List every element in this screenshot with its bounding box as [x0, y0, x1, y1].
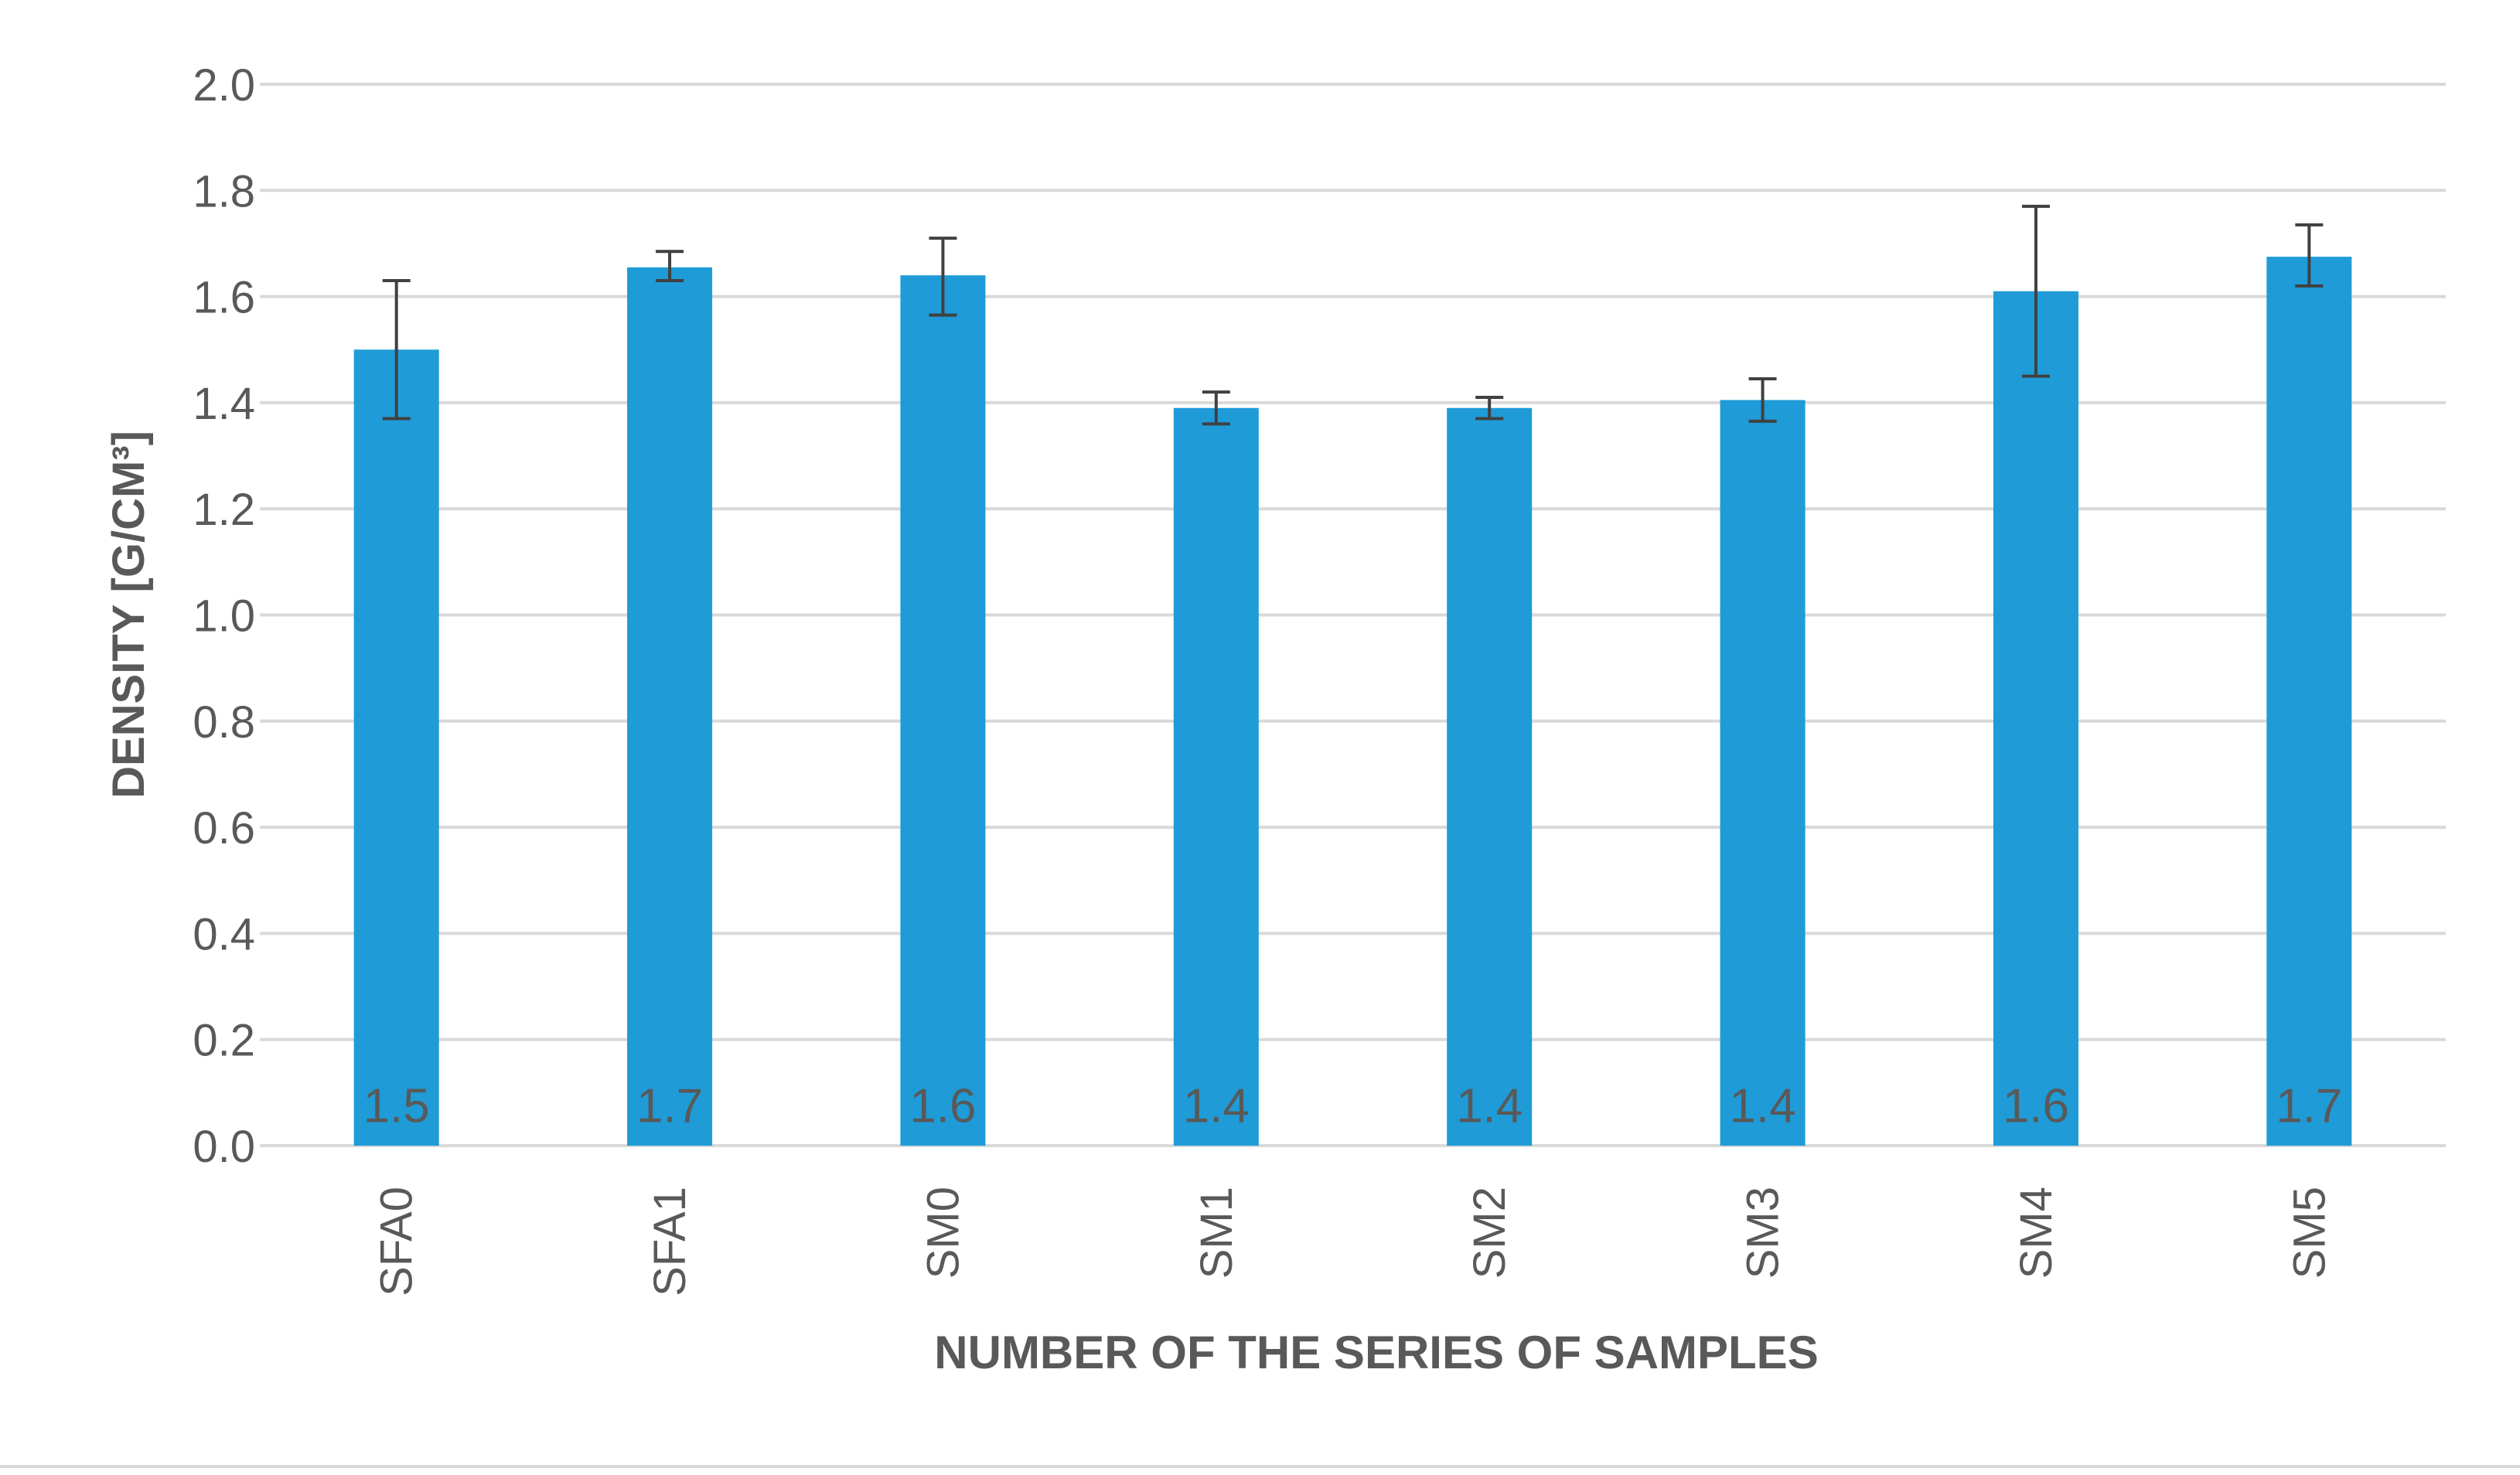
y-tick-label: 0.6: [193, 803, 255, 853]
data-label: 1.5: [363, 1080, 430, 1133]
y-tick-label: 1.6: [193, 273, 255, 323]
y-tick-label: 0.0: [193, 1122, 255, 1172]
y-axis-title: DENSITY [G/CM³]: [104, 431, 154, 799]
bar: [900, 275, 986, 1146]
bar: [627, 267, 713, 1146]
bar: [2266, 257, 2352, 1146]
x-tick-label: SFA1: [645, 1187, 695, 1296]
x-tick-label: SM5: [2284, 1187, 2334, 1279]
data-label: 1.7: [2276, 1080, 2342, 1133]
data-label: 1.6: [2003, 1080, 2069, 1133]
y-tick-label: 0.4: [193, 909, 255, 959]
error-bars: [382, 204, 2324, 426]
y-tick-label: 2.0: [193, 60, 255, 111]
bars: [353, 257, 2352, 1146]
gridlines: [260, 83, 2446, 1147]
y-tick-label: 1.8: [193, 166, 255, 216]
bar: [1993, 291, 2078, 1146]
y-tick-label: 1.4: [193, 379, 255, 429]
y-tick-label: 1.0: [193, 591, 255, 642]
x-axis-title: NUMBER OF THE SERIES OF SAMPLES: [934, 1327, 1818, 1378]
y-tick-label: 0.8: [193, 697, 255, 748]
x-tick-label: SM2: [1465, 1187, 1515, 1279]
bar: [1720, 400, 1806, 1146]
y-axis-tick-labels: 0.0 0.2 0.4 0.6 0.8 1.0 1.2 1.4 1.6 1.8 2.0: [193, 60, 255, 1172]
data-label: 1.7: [636, 1080, 703, 1133]
x-tick-label: SM3: [1738, 1187, 1789, 1279]
bar: [353, 349, 439, 1146]
data-label: 1.4: [1729, 1080, 1795, 1133]
x-tick-label: SM4: [2011, 1187, 2061, 1279]
x-tick-label: SM0: [918, 1187, 968, 1279]
x-tick-label: SFA0: [372, 1187, 422, 1296]
x-tick-label: SM1: [1192, 1187, 1242, 1279]
x-axis-tick-labels: SFA0 SFA1 SM0 SM1 SM2 SM3 SM4 SM5: [372, 1187, 2335, 1296]
y-tick-label: 0.2: [193, 1016, 255, 1066]
data-label: 1.4: [1456, 1080, 1523, 1133]
y-tick-label: 1.2: [193, 485, 255, 535]
data-label: 1.4: [1183, 1080, 1250, 1133]
bar: [1447, 407, 1533, 1146]
bar: [1173, 407, 1259, 1146]
data-labels: 1.5 1.7 1.6 1.4 1.4 1.4 1.6 1.7: [363, 1080, 2343, 1133]
data-label: 1.6: [909, 1080, 976, 1133]
